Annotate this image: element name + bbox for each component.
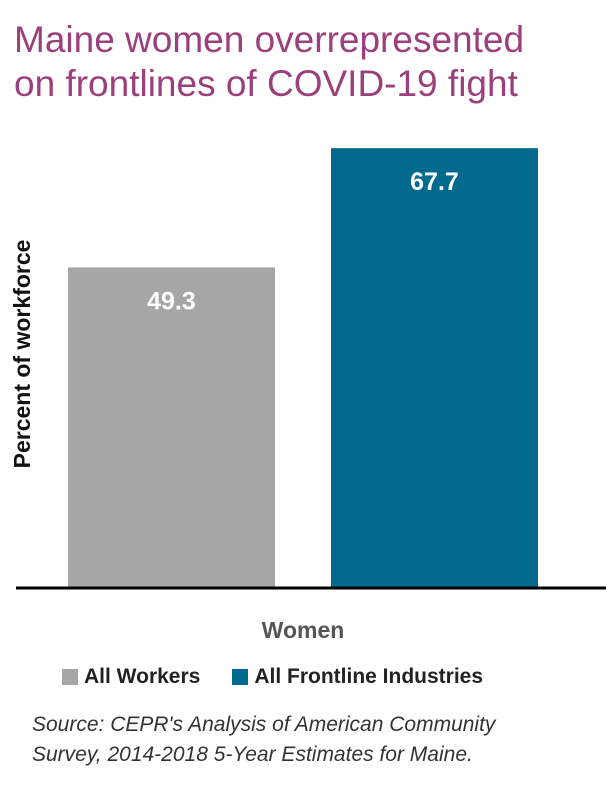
legend-swatch-all-workers: [62, 669, 78, 685]
legend-item-frontline: All Frontline Industries: [232, 665, 483, 689]
y-axis-label: Percent of workforce: [9, 240, 35, 469]
source-line-1: Source: CEPR's Analysis of American Comm…: [32, 713, 496, 736]
x-axis-category-label: Women: [262, 617, 345, 643]
bar-value-label-frontline: 67.7: [410, 168, 459, 196]
source-line-2: Survey, 2014-2018 5-Year Estimates for M…: [32, 743, 473, 766]
bar-frontline: [331, 148, 538, 587]
legend: All Workers All Frontline Industries: [62, 664, 515, 690]
legend-label-all-workers: All Workers: [84, 665, 201, 688]
chart-title-line-1: Maine women overrepresented: [14, 19, 525, 60]
legend-label-frontline: All Frontline Industries: [254, 665, 484, 688]
source-note: Source: CEPR's Analysis of American Comm…: [32, 710, 602, 770]
bar-chart: Percent of workforce 49.3 67.7 Women: [9, 148, 606, 643]
chart-title: Maine women overrepresented on frontline…: [14, 18, 604, 106]
bar-all-workers: [68, 267, 275, 587]
legend-swatch-frontline: [232, 669, 249, 685]
chart-title-line-2: on frontlines of COVID-19 fight: [14, 63, 518, 104]
legend-item-all-workers: All Workers: [62, 665, 200, 689]
bar-value-label-all-workers: 49.3: [147, 287, 196, 315]
